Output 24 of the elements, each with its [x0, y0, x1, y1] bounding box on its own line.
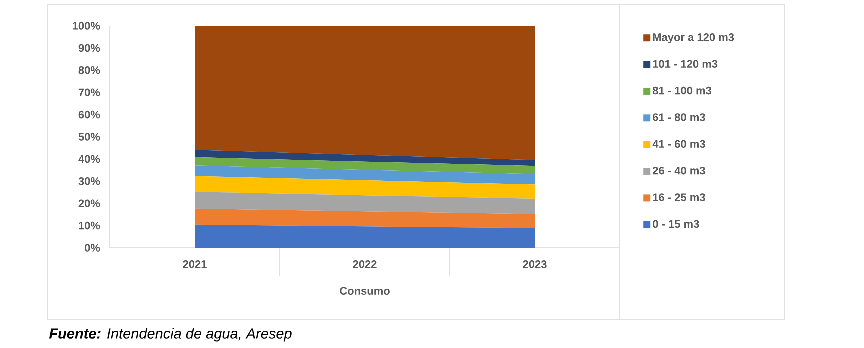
x-tick-label: 2021	[183, 260, 207, 268]
y-tick-label: 70%	[78, 88, 100, 96]
y-tick-label: 60%	[78, 110, 100, 119]
y-tick-label: 50%	[78, 133, 100, 141]
y-tick-label: 20%	[78, 200, 100, 208]
text: Fuente: Intendencia de agua, Aresep	[49, 328, 292, 342]
legend-label: 16 - 25 m3	[653, 194, 706, 202]
y-tick-label: 100%	[73, 22, 100, 30]
y-tick-label: 40%	[78, 155, 100, 164]
legend-label: 101 - 120 m3	[653, 60, 718, 68]
y-tick-label: 90%	[78, 44, 100, 52]
legend-label: 61 - 80 m3	[653, 114, 706, 122]
legend-label: Mayor a 120 m3	[653, 34, 734, 44]
legend-label: 81 - 100 m3	[652, 86, 712, 95]
y-tick-label: 0%	[85, 244, 100, 252]
y-tick-label: 80%	[78, 66, 100, 74]
legend-label: 0 - 15 m3	[653, 220, 700, 228]
legend-label: 26 - 40 m3	[652, 166, 706, 175]
y-tick-label: 30%	[78, 178, 100, 186]
y-tick-label: 10%	[79, 222, 100, 230]
x-axis-title: Consumo	[340, 287, 390, 295]
x-tick-label: 2022	[353, 260, 377, 268]
x-tick-label: 2023	[523, 260, 547, 268]
legend-label: 41 - 60 m3	[652, 140, 706, 148]
